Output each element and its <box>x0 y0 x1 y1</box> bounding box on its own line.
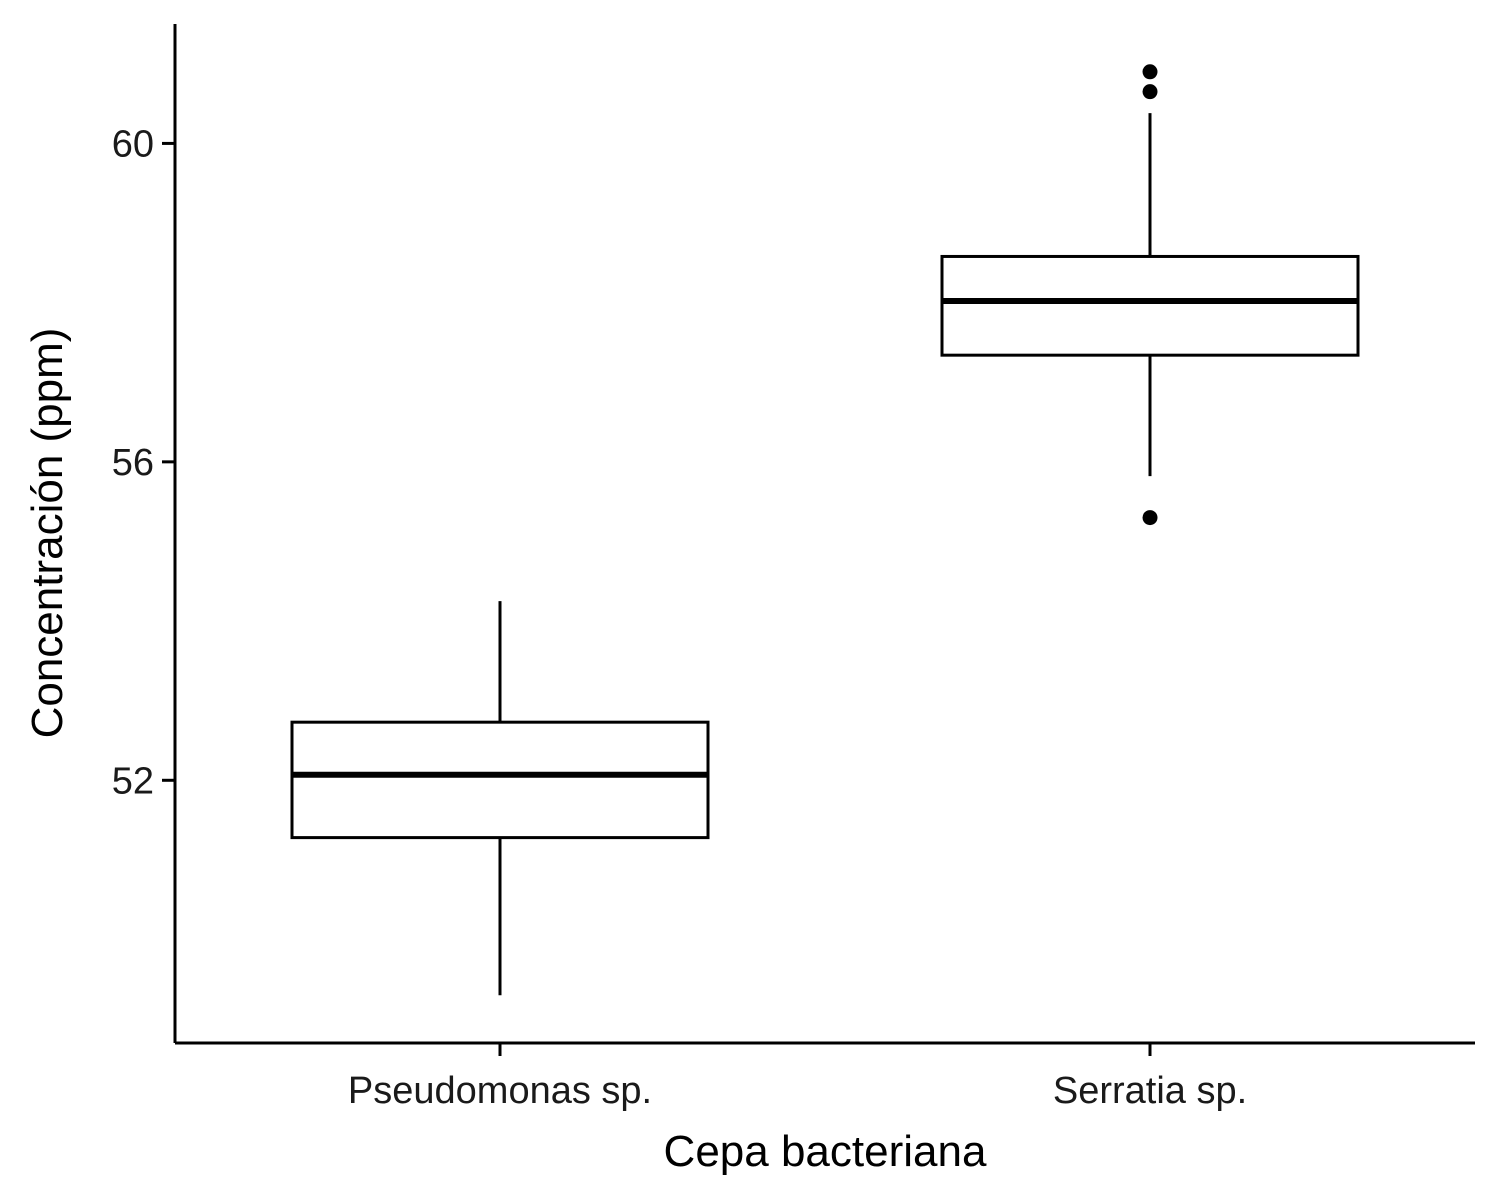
x-axis-title: Cepa bacteriana <box>664 1127 987 1176</box>
boxes <box>290 64 1360 996</box>
outlier-point <box>1142 84 1158 100</box>
x-axis-ticks: Pseudomonas sp. Serratia sp. <box>348 1043 1247 1112</box>
outlier-point <box>1142 64 1158 80</box>
y-axis-title: Concentración (ppm) <box>23 328 72 739</box>
x-tick-label: Serratia sp. <box>1053 1070 1247 1112</box>
y-tick-label: 60 <box>112 123 154 165</box>
y-tick-label: 52 <box>112 760 154 802</box>
outlier-point <box>1142 510 1158 526</box>
y-tick-label: 56 <box>112 442 154 484</box>
box-iqr <box>290 720 710 840</box>
box-2 <box>940 64 1360 526</box>
x-tick-label: Pseudomonas sp. <box>348 1070 652 1112</box>
box-1 <box>290 601 710 996</box>
y-axis-ticks: 52 56 60 <box>112 123 175 802</box>
box-iqr <box>940 254 1360 357</box>
